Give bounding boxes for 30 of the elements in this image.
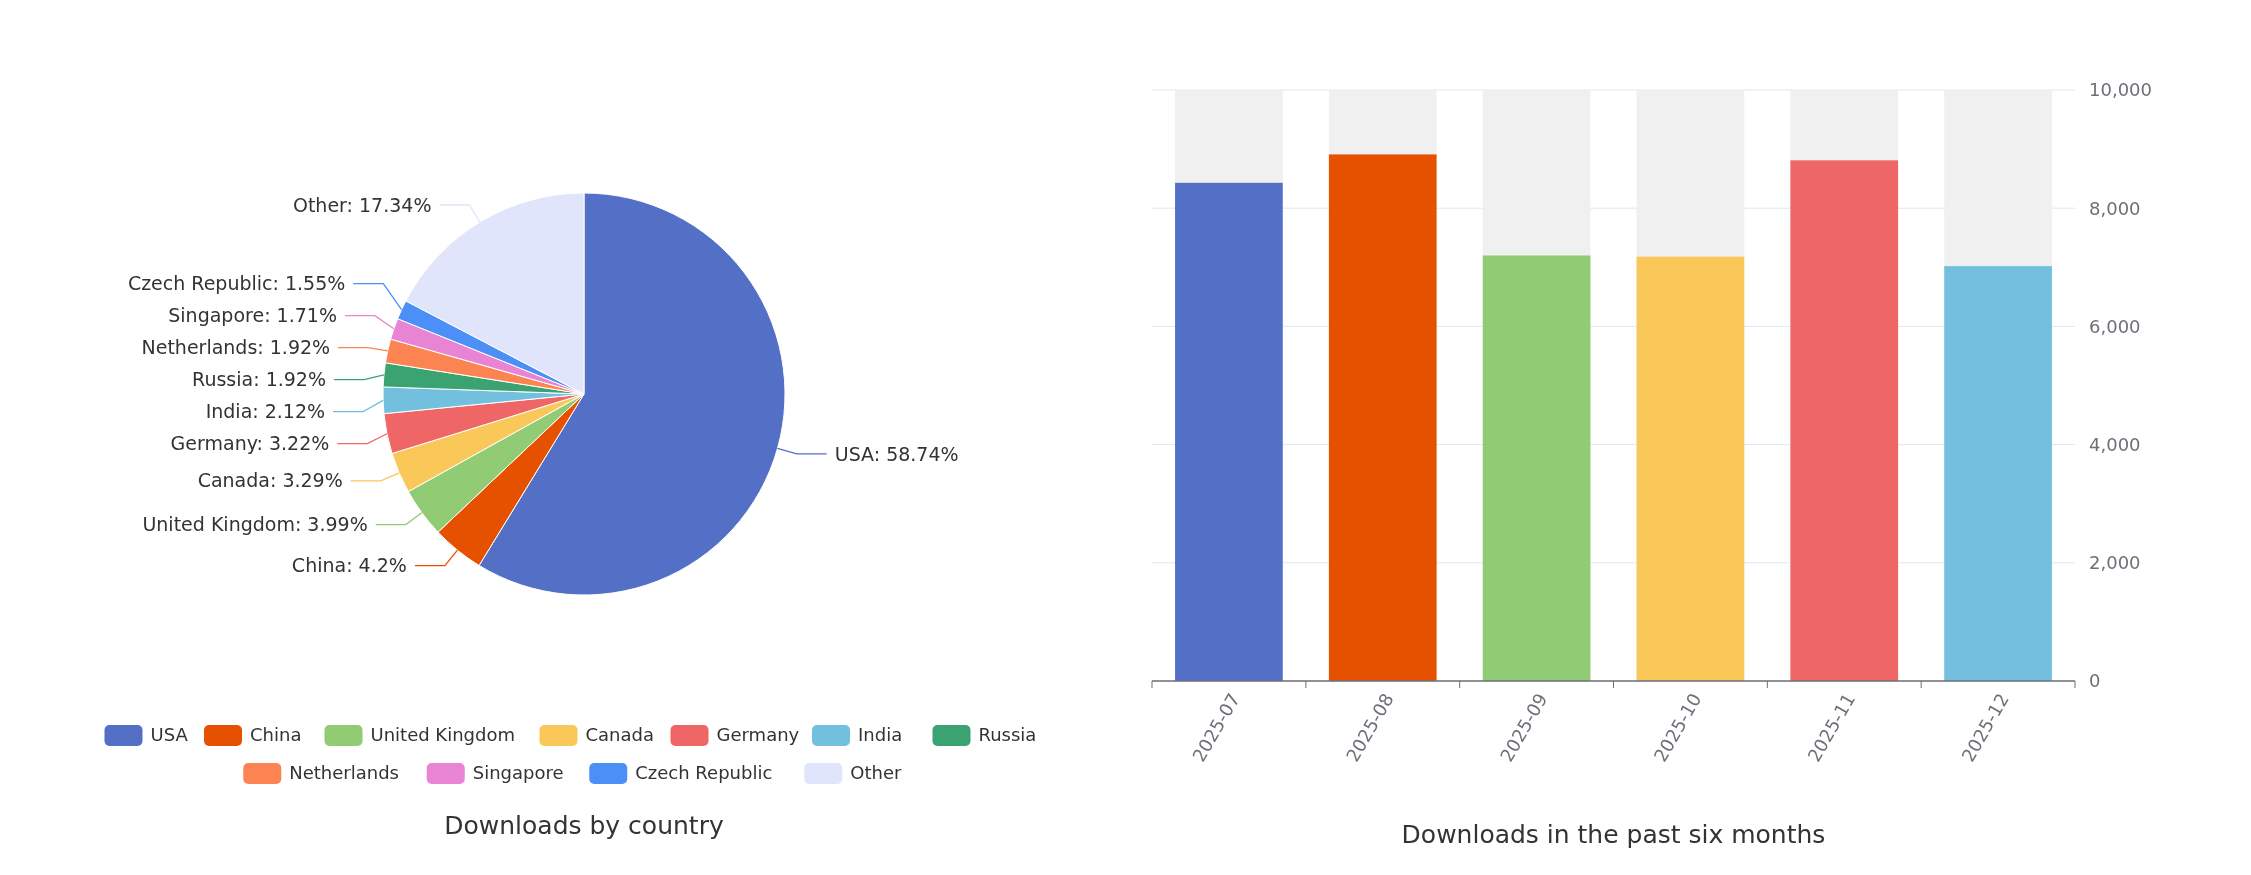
legend-label: India	[858, 724, 903, 746]
y-tick-label: 4,000	[2089, 433, 2141, 455]
legend-label: Canada	[585, 724, 654, 746]
data-label: Germany: 3.22%	[170, 432, 330, 455]
data-label: Netherlands: 1.92%	[141, 336, 331, 359]
y-tick-label: 0	[2089, 670, 2101, 692]
data-label: Czech Republic: 1.55%	[127, 272, 346, 295]
legend-label: Netherlands	[289, 762, 399, 784]
data-label: India: 2.12%	[205, 400, 326, 423]
data-label: Russia: 1.92%	[192, 368, 327, 391]
legend-label: Singapore	[472, 762, 564, 784]
y-tick-label: 2,000	[2089, 552, 2141, 574]
data-label: Singapore: 1.71%	[168, 304, 337, 327]
legend-label: United Kingdom	[370, 724, 515, 746]
data-label: USA: 58.74%	[834, 442, 959, 465]
y-tick-label: 6,000	[2089, 315, 2141, 337]
data-label: Other: 17.34%	[292, 193, 432, 216]
legend-label: Other	[850, 762, 902, 784]
legend-label: USA	[150, 724, 189, 746]
y-tick-label: 10,000	[2089, 79, 2152, 101]
data-label: Canada: 3.29%	[197, 469, 343, 492]
y-tick-label: 8,000	[2089, 197, 2141, 219]
data-label: China: 4.2%	[291, 554, 407, 577]
legend-label: Russia	[978, 724, 1037, 746]
legend-label: China	[250, 724, 302, 746]
data-label: United Kingdom: 3.99%	[142, 513, 368, 536]
legend-label: Czech Republic	[635, 762, 773, 784]
text: Downloads in the past six months	[1401, 820, 1826, 849]
text: Downloads by country	[444, 811, 724, 840]
legend-label: Germany	[716, 724, 800, 746]
